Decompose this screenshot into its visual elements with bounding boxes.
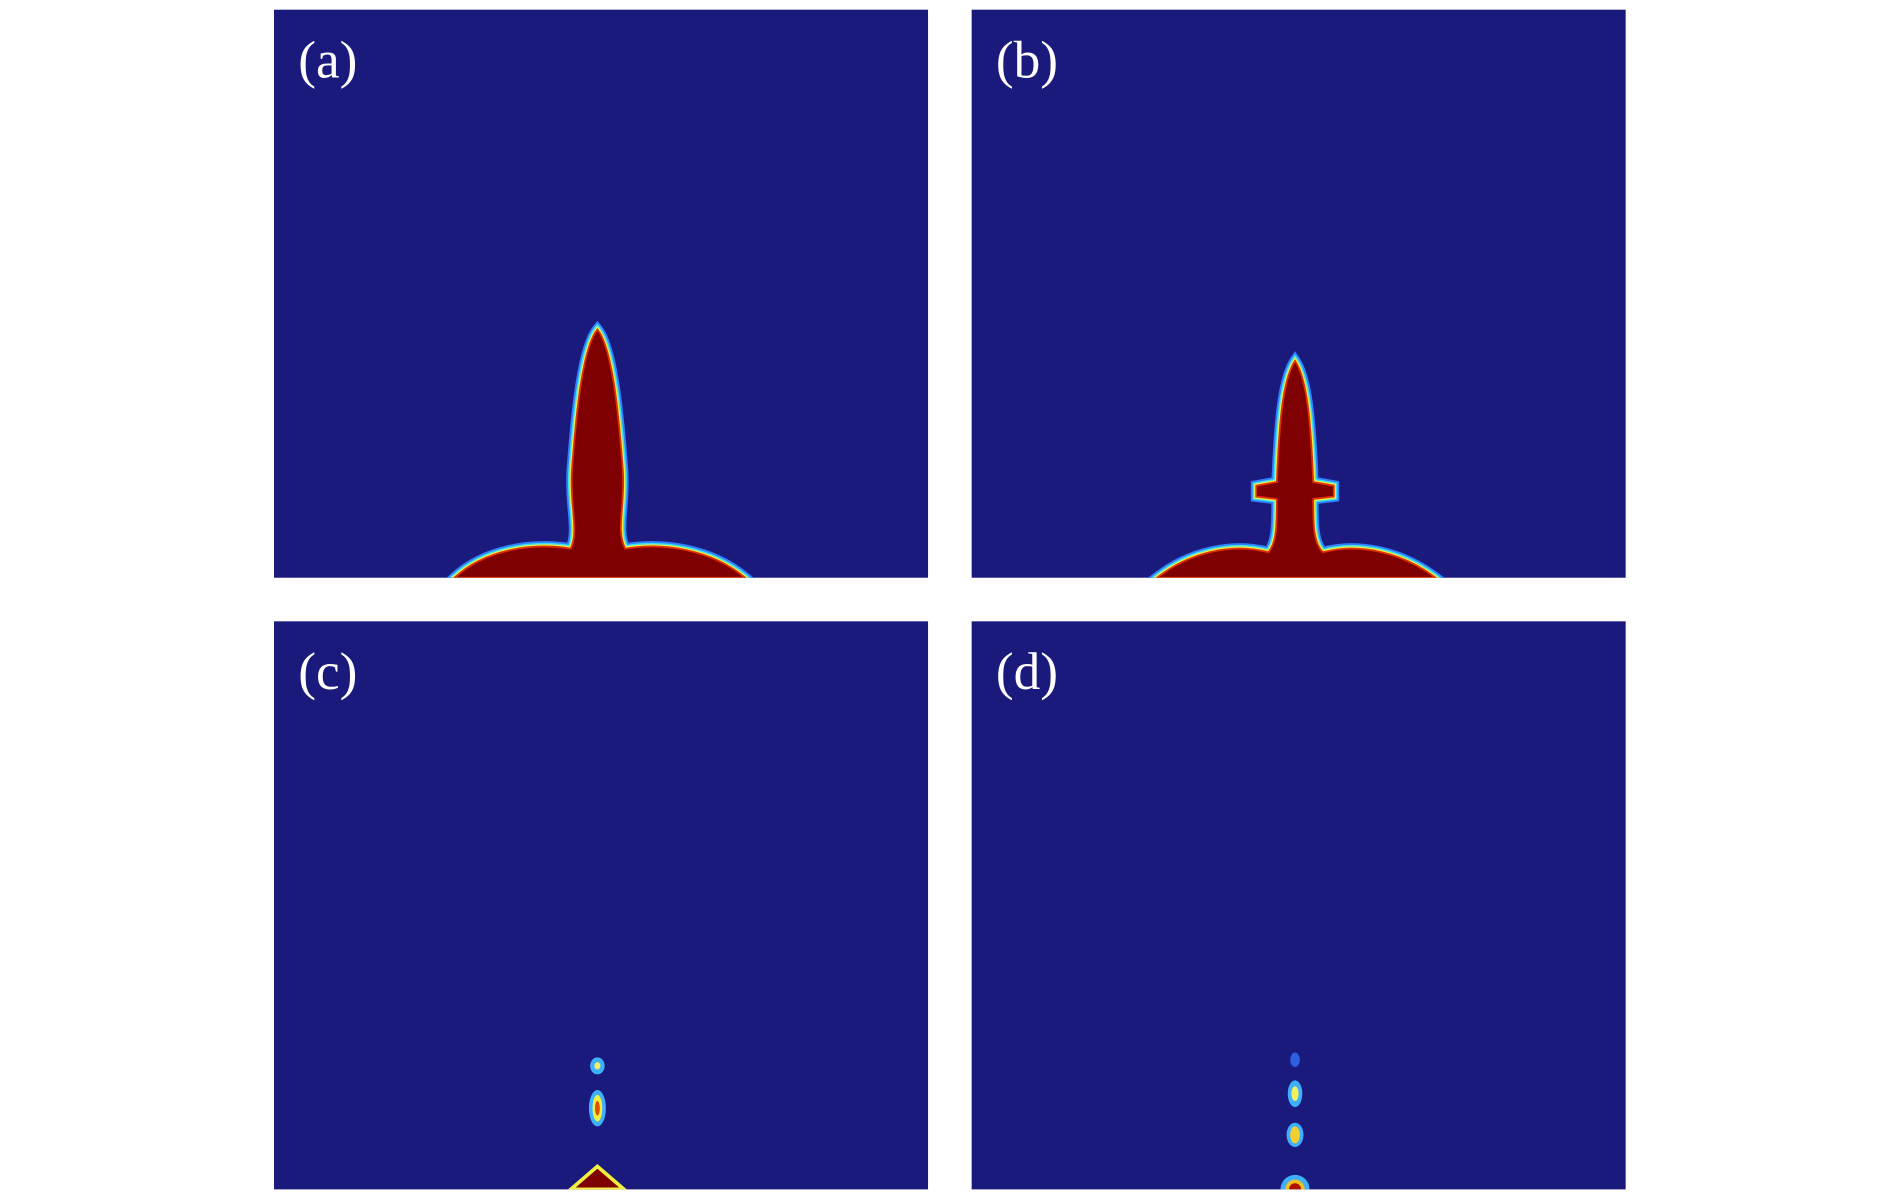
panel-d: (d) <box>971 621 1626 1190</box>
droplet-core <box>1291 1086 1299 1101</box>
panel-c: (c) <box>274 621 929 1190</box>
panel-label: (a) <box>298 31 357 90</box>
droplets <box>567 1057 627 1190</box>
base-center <box>1288 1183 1302 1190</box>
droplets <box>1280 1052 1310 1190</box>
droplet-center <box>594 1100 600 1116</box>
panel-label: (d) <box>996 642 1058 701</box>
panel-label: (c) <box>298 642 357 701</box>
base-bump <box>567 1163 627 1190</box>
panel-a: (a) <box>274 9 929 578</box>
droplet-halo <box>1290 1052 1300 1068</box>
droplet-core <box>594 1062 601 1070</box>
panel-b: (b) <box>971 9 1626 578</box>
panel-label: (b) <box>996 31 1058 90</box>
droplet-core <box>1290 1126 1300 1144</box>
